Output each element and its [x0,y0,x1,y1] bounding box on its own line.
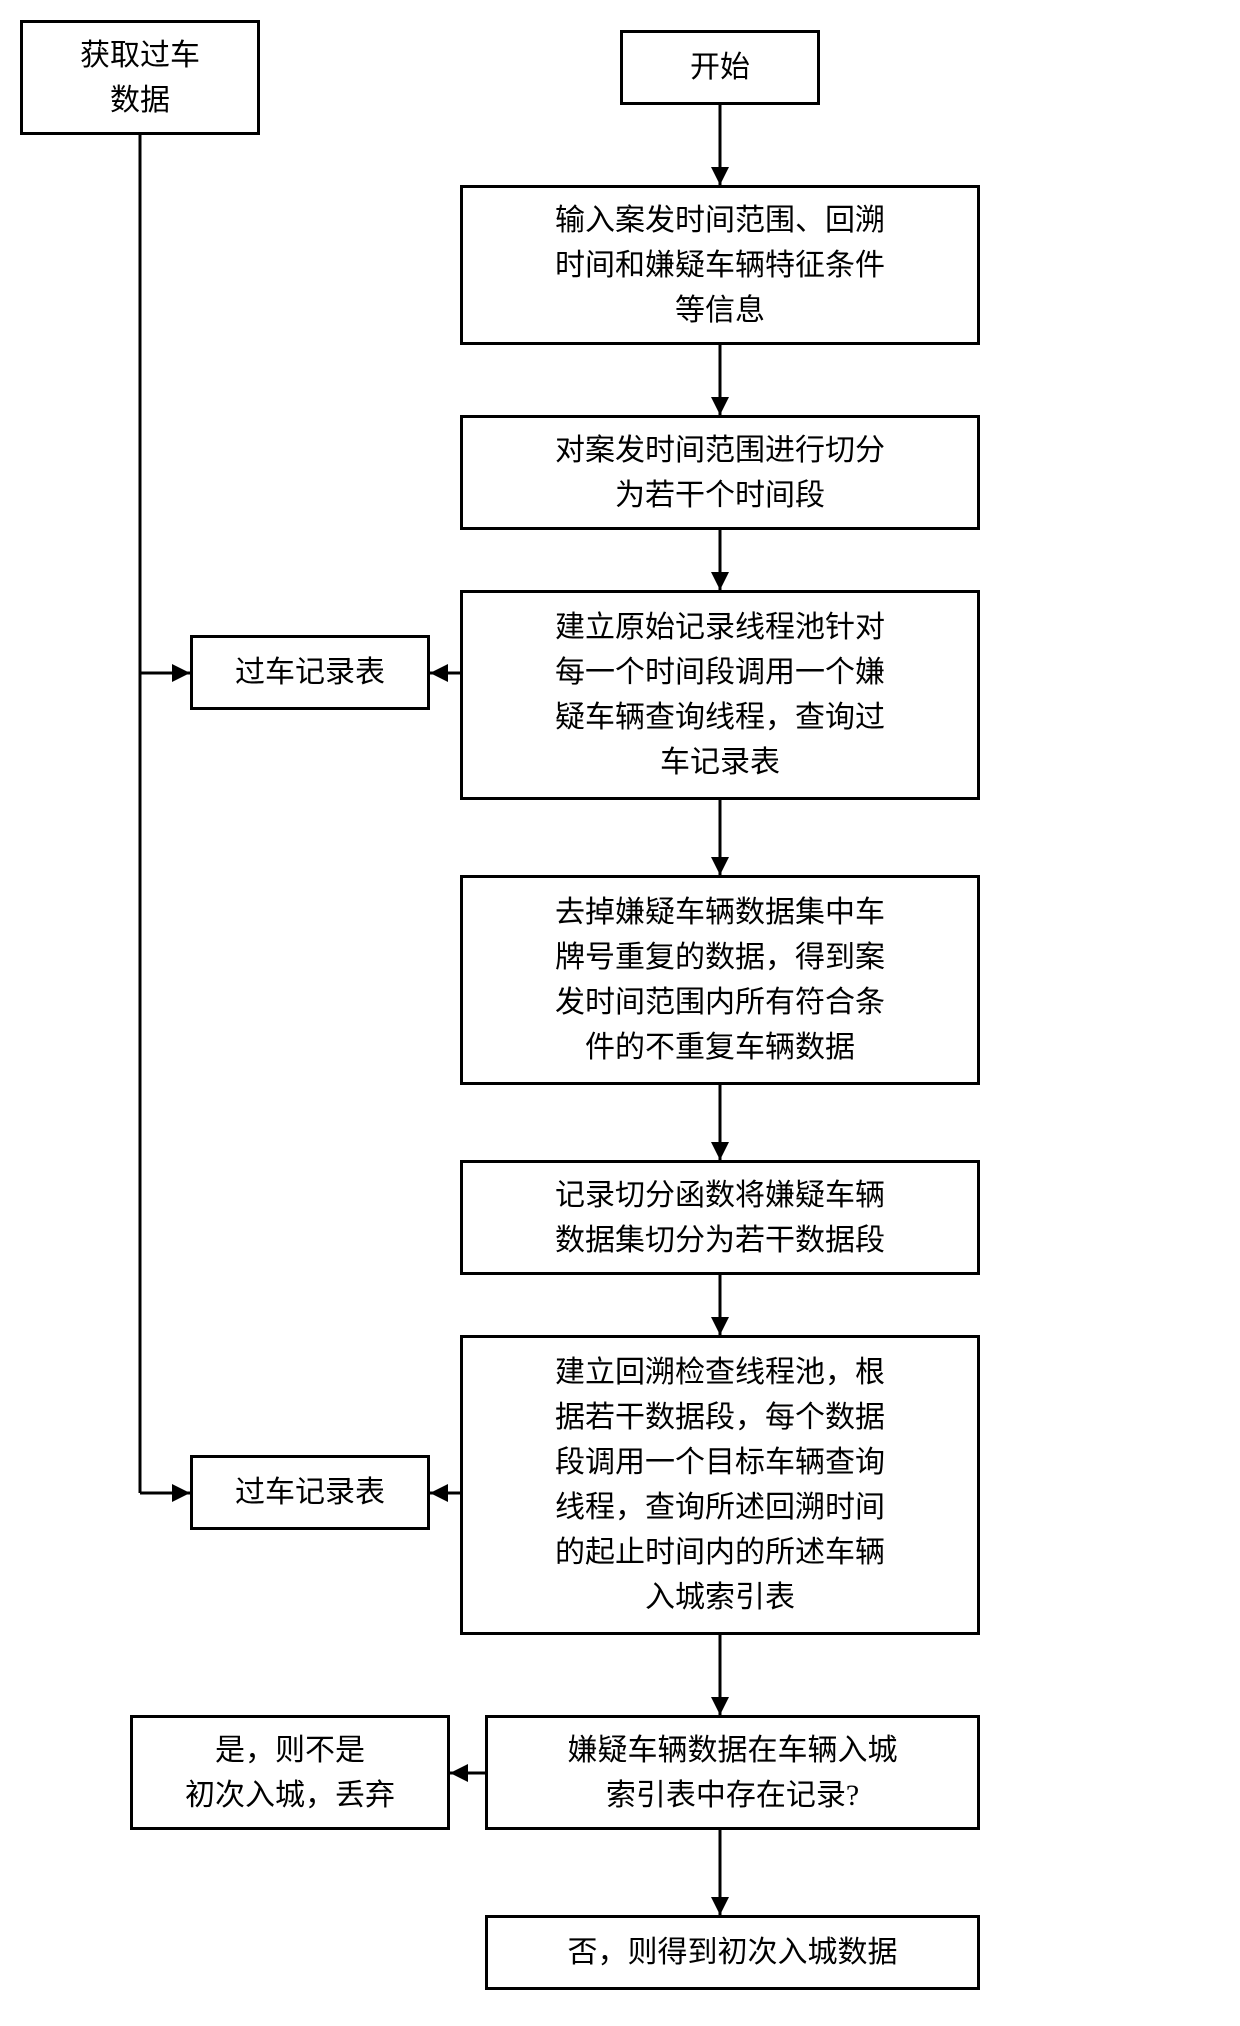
flowchart-node-n_getdata: 获取过车数据 [20,20,260,135]
node-label: 输入案发时间范围、回溯时间和嫌疑车辆特征条件等信息 [555,198,885,333]
node-label: 过车记录表 [235,1470,385,1515]
flowchart-node-n_yes: 是，则不是初次入城，丢弃 [130,1715,450,1830]
node-label: 建立原始记录线程池针对每一个时间段调用一个嫌疑车辆查询线程，查询过车记录表 [555,605,885,785]
node-label: 开始 [690,45,750,90]
node-label: 否，则得到初次入城数据 [568,1930,898,1975]
flowchart-node-n_start: 开始 [620,30,820,105]
flowchart-node-n_table1: 过车记录表 [190,635,430,710]
flowchart-node-n_dedup: 去掉嫌疑车辆数据集中车牌号重复的数据，得到案发时间范围内所有符合条件的不重复车辆… [460,875,980,1085]
flowchart-node-n_no: 否，则得到初次入城数据 [485,1915,980,1990]
node-label: 记录切分函数将嫌疑车辆数据集切分为若干数据段 [555,1173,885,1263]
flowchart-node-n_input: 输入案发时间范围、回溯时间和嫌疑车辆特征条件等信息 [460,185,980,345]
node-label: 建立回溯检查线程池，根据若干数据段，每个数据段调用一个目标车辆查询线程，查询所述… [555,1350,885,1620]
node-label: 获取过车数据 [80,33,200,123]
flowchart-node-n_check: 嫌疑车辆数据在车辆入城索引表中存在记录? [485,1715,980,1830]
node-label: 是，则不是初次入城，丢弃 [185,1728,395,1818]
node-label: 去掉嫌疑车辆数据集中车牌号重复的数据，得到案发时间范围内所有符合条件的不重复车辆… [555,890,885,1070]
node-label: 嫌疑车辆数据在车辆入城索引表中存在记录? [568,1728,898,1818]
flowchart-node-n_table2: 过车记录表 [190,1455,430,1530]
flowchart-node-n_split_d: 记录切分函数将嫌疑车辆数据集切分为若干数据段 [460,1160,980,1275]
flowchart-node-n_split_t: 对案发时间范围进行切分为若干个时间段 [460,415,980,530]
node-label: 过车记录表 [235,650,385,695]
node-label: 对案发时间范围进行切分为若干个时间段 [555,428,885,518]
flowchart-node-n_pool1: 建立原始记录线程池针对每一个时间段调用一个嫌疑车辆查询线程，查询过车记录表 [460,590,980,800]
flowchart-node-n_pool2: 建立回溯检查线程池，根据若干数据段，每个数据段调用一个目标车辆查询线程，查询所述… [460,1335,980,1635]
